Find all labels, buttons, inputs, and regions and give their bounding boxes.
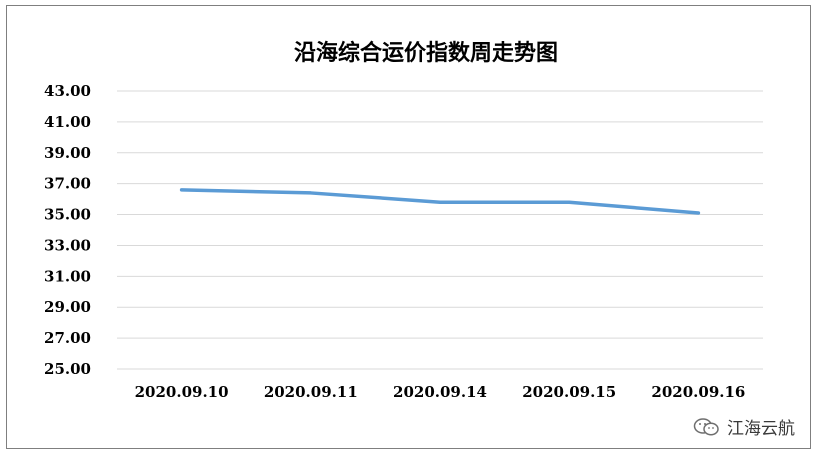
watermark-text: 江海云航 — [727, 419, 795, 439]
y-tick-label: 41.00 — [44, 113, 91, 131]
y-tick-label: 33.00 — [44, 236, 91, 254]
x-tick-label: 2020.09.10 — [135, 383, 229, 401]
x-tick-label: 2020.09.11 — [264, 383, 358, 401]
y-tick-label: 43.00 — [44, 82, 91, 100]
x-tick-label: 2020.09.16 — [651, 383, 745, 401]
x-tick-label: 2020.09.14 — [393, 383, 487, 401]
y-tick-label: 31.00 — [44, 267, 91, 285]
y-tick-label: 39.00 — [44, 144, 91, 162]
y-tick-label: 29.00 — [44, 298, 91, 316]
chart-frame — [6, 5, 811, 449]
gridlines — [117, 90, 763, 370]
chart-title: 沿海综合运价指数周走势图 — [294, 40, 558, 66]
data-point — [568, 201, 570, 203]
data-point — [181, 189, 183, 191]
x-axis-ticks: 2020.09.10 2020.09.11 2020.09.14 2020.09.15… — [135, 383, 746, 401]
x-tick-label: 2020.09.15 — [522, 383, 616, 401]
data-point — [697, 212, 699, 214]
y-tick-label: 35.00 — [44, 206, 91, 224]
y-tick-label: 27.00 — [44, 329, 91, 347]
y-tick-label: 25.00 — [44, 360, 91, 378]
data-point — [439, 201, 441, 203]
wechat-icon — [693, 417, 719, 436]
y-axis-ticks: 25.00 27.00 29.00 31.00 33.00 35.00 37.00 39.00… — [44, 82, 91, 378]
series-line — [179, 188, 701, 215]
series-layer — [179, 188, 701, 215]
watermark: 江海云航 — [693, 414, 795, 439]
y-tick-label: 37.00 — [44, 175, 91, 193]
data-point — [310, 192, 312, 194]
